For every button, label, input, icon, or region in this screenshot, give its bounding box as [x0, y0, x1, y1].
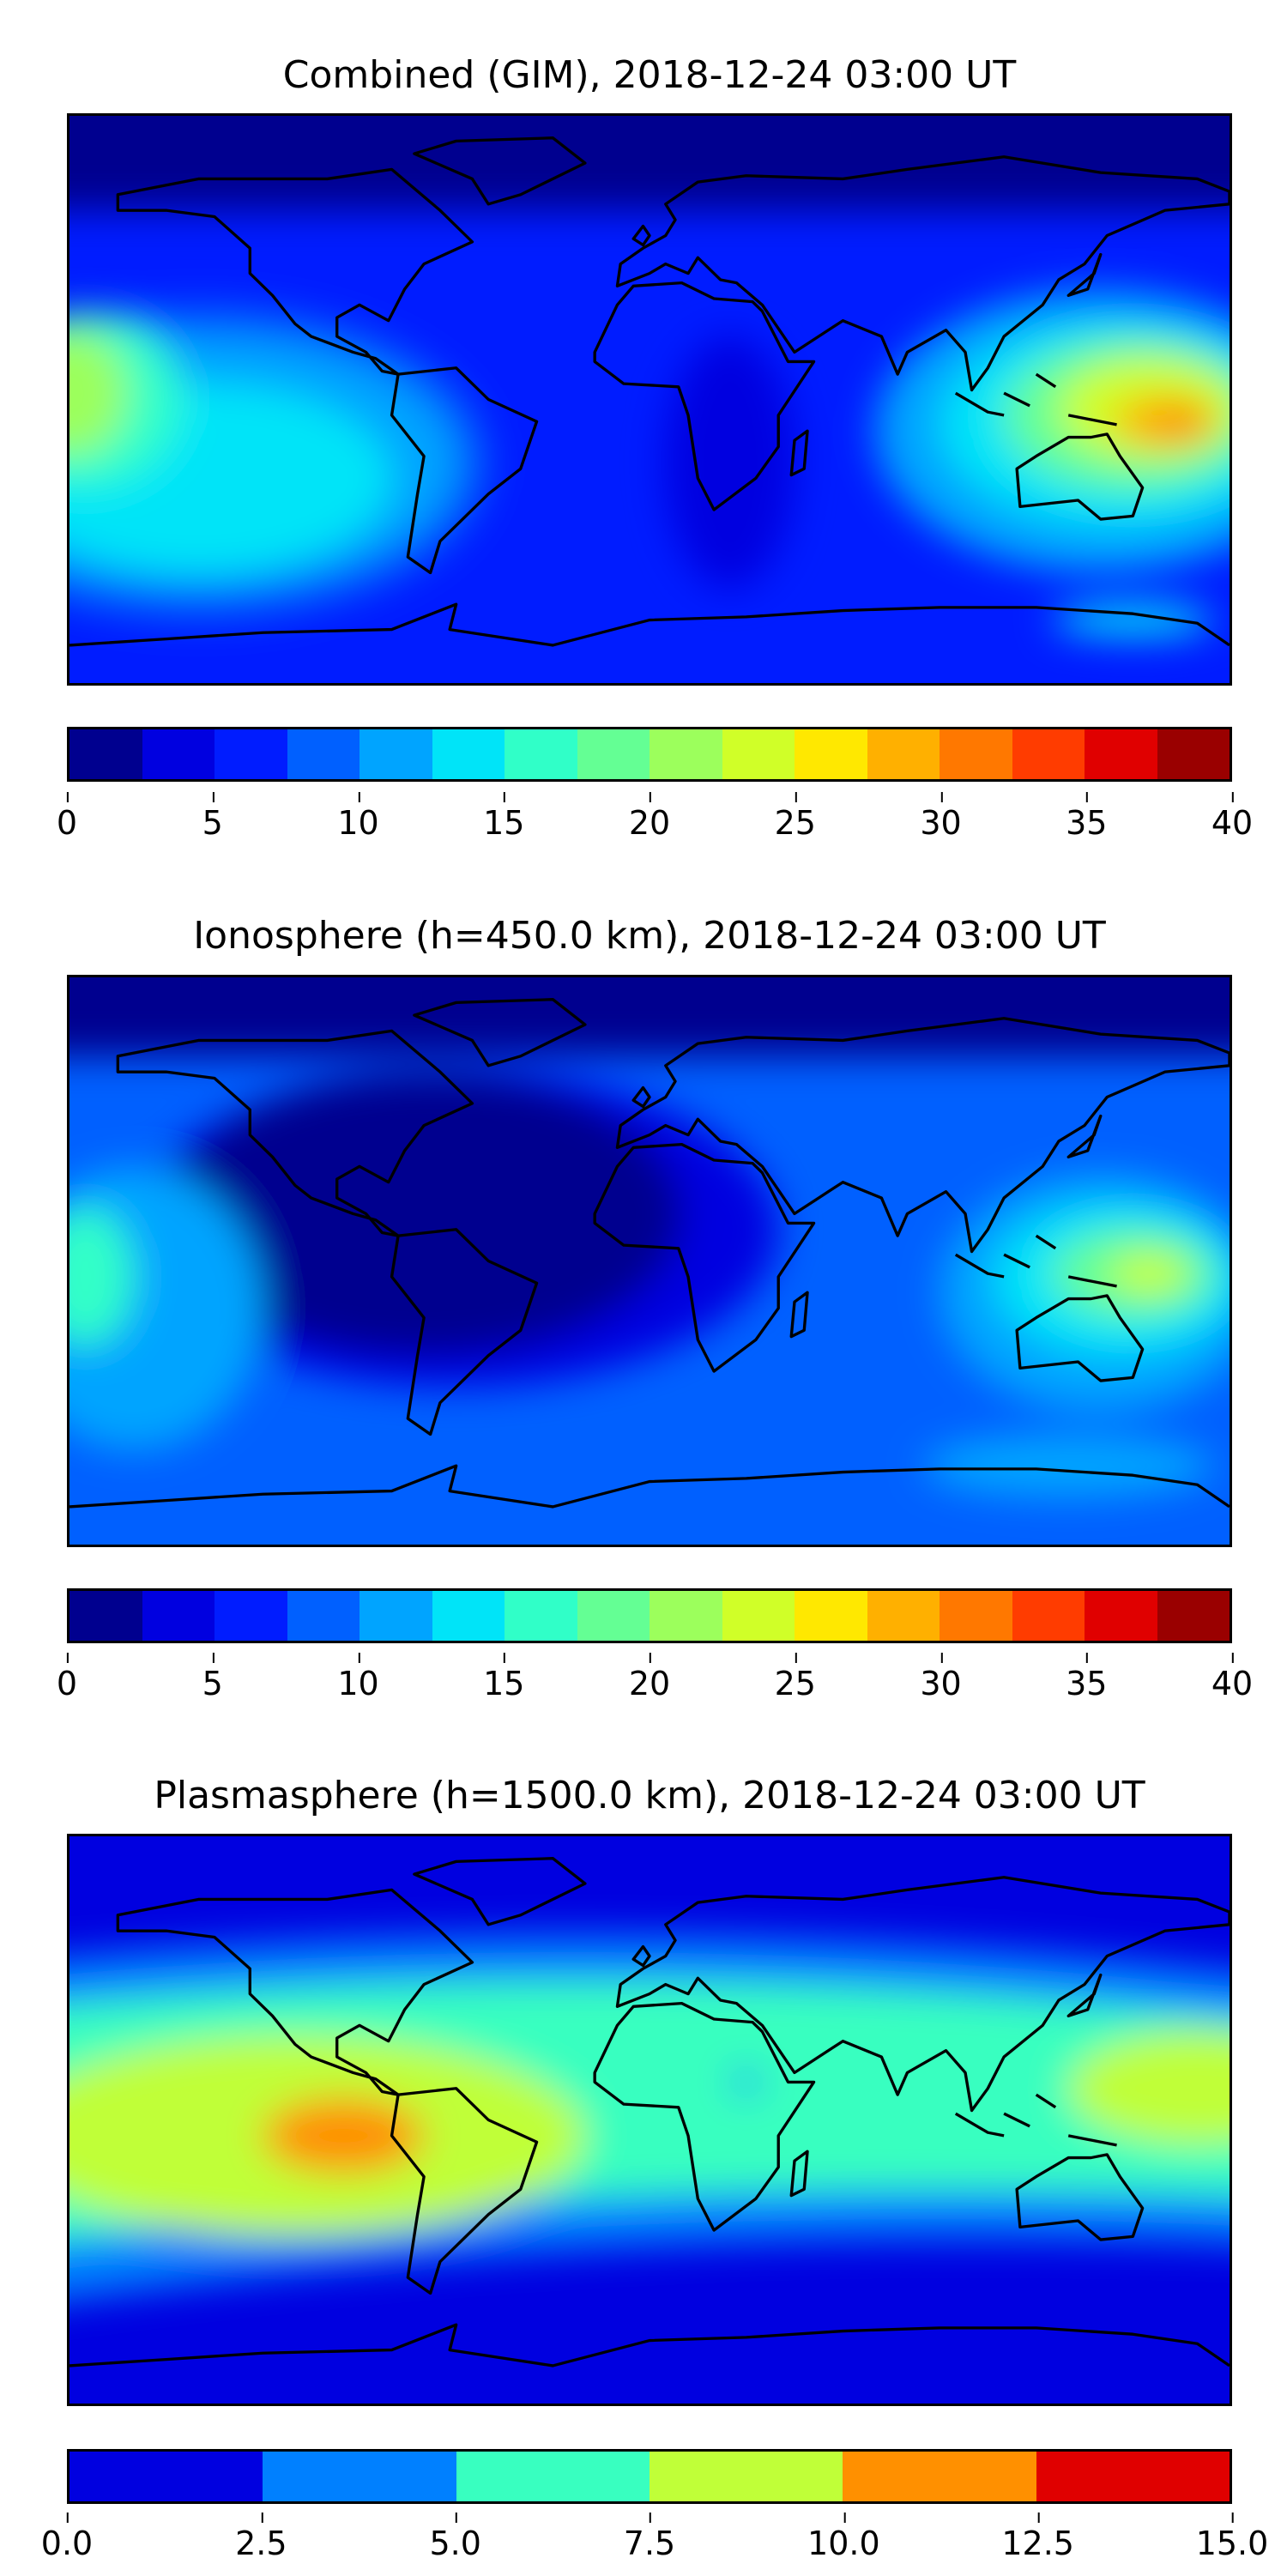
colorbar-tick-label: 12.5	[1001, 2513, 1074, 2562]
colorbar-segment	[214, 1591, 287, 1641]
colorbar-segment	[263, 2452, 456, 2501]
colorbar-segment	[1012, 1591, 1085, 1641]
colorbar-segment	[456, 2452, 650, 2501]
colorbar-tick-label: 0	[56, 792, 78, 842]
colorbar-tick-label: 0	[56, 1653, 78, 1702]
colorbar	[67, 1588, 1232, 1643]
colorbar-segment	[650, 729, 722, 779]
colorbar-segment	[577, 1591, 650, 1641]
colorbar-segment	[1085, 1591, 1157, 1641]
colorbar-tick-label: 40	[1211, 792, 1254, 842]
colorbar-segment	[505, 729, 577, 779]
colorbar-segment	[867, 1591, 940, 1641]
colorbar-tick-label: 35	[1066, 1653, 1108, 1702]
colorbar-tick-label: 5.0	[429, 2513, 481, 2562]
colorbar-tick-label: 0.0	[40, 2513, 94, 2562]
colorbar-segment	[432, 729, 505, 779]
colorbar-segment	[940, 729, 1012, 779]
map-combined	[67, 113, 1232, 686]
colorbar-segment	[940, 1591, 1012, 1641]
colorbar-tick-label: 7.5	[623, 2513, 676, 2562]
colorbar-segment	[649, 2452, 843, 2501]
colorbar-tick-label: 5	[202, 792, 223, 842]
colorbar-segment	[1012, 729, 1085, 779]
colorbar-segment	[722, 1591, 795, 1641]
colorbar-tick-label: 30	[920, 792, 962, 842]
colorbar-tick-label: 2.5	[235, 2513, 287, 2562]
colorbar-tick-label: 10	[337, 792, 379, 842]
colorbar-segment	[1157, 729, 1230, 779]
map-ionosphere	[67, 975, 1232, 1547]
colorbar-segment	[650, 1591, 722, 1641]
colorbar	[67, 2449, 1232, 2504]
colorbar-tick-label: 15.0	[1195, 2513, 1269, 2562]
chart-title: Ionosphere (h=450.0 km), 2018-12-24 03:0…	[193, 914, 1106, 958]
colorbar-segment	[722, 729, 795, 779]
colorbar-tick-label: 20	[628, 792, 671, 842]
map-plasmasphere	[67, 1834, 1232, 2406]
colorbar-segment	[69, 2452, 263, 2501]
colorbar-tick-label: 40	[1211, 1653, 1254, 1702]
colorbar-segment	[69, 1591, 142, 1641]
colorbar-segment	[214, 729, 287, 779]
colorbar-segment	[795, 1591, 867, 1641]
colorbar-segment	[1157, 1591, 1230, 1641]
colorbar-tick-label: 35	[1066, 792, 1108, 842]
colorbar-tick-label: 5	[202, 1653, 223, 1702]
colorbar-segment	[69, 729, 142, 779]
colorbar-segment	[795, 729, 867, 779]
colorbar-tick-label: 15	[483, 1653, 525, 1702]
colorbar-tick-label: 25	[774, 1653, 816, 1702]
chart-title: Combined (GIM), 2018-12-24 03:00 UT	[282, 53, 1017, 97]
colorbar	[67, 727, 1232, 782]
colorbar-segment	[577, 729, 650, 779]
colorbar-ticks: 0.0 2.5 5.0 7.5 10.0 12.5 15.0	[41, 2513, 1268, 2576]
colorbar-tick-label: 10.0	[807, 2513, 880, 2562]
colorbar-segment	[287, 729, 360, 779]
colorbar-segment	[360, 729, 432, 779]
colorbar-tick-label: 10	[337, 1653, 379, 1702]
colorbar-tick-label: 15	[483, 792, 525, 842]
colorbar-segment	[287, 1591, 360, 1641]
colorbar-segment	[1085, 729, 1157, 779]
colorbar-ticks: 0 5 10 15 20 25 30 35 40	[57, 1653, 1253, 1716]
colorbar-segment	[1036, 2452, 1230, 2501]
colorbar-segment	[843, 2452, 1036, 2501]
colorbar-segment	[432, 1591, 505, 1641]
colorbar-segment	[867, 729, 940, 779]
colorbar-tick-label: 25	[774, 792, 816, 842]
chart-title: Plasmasphere (h=1500.0 km), 2018-12-24 0…	[154, 1774, 1145, 1817]
colorbar-segment	[360, 1591, 432, 1641]
colorbar-segment	[142, 1591, 214, 1641]
colorbar-segment	[505, 1591, 577, 1641]
colorbar-segment	[142, 729, 214, 779]
colorbar-tick-label: 30	[920, 1653, 962, 1702]
colorbar-ticks: 0 5 10 15 20 25 30 35 40	[57, 792, 1253, 856]
colorbar-tick-label: 20	[628, 1653, 671, 1702]
